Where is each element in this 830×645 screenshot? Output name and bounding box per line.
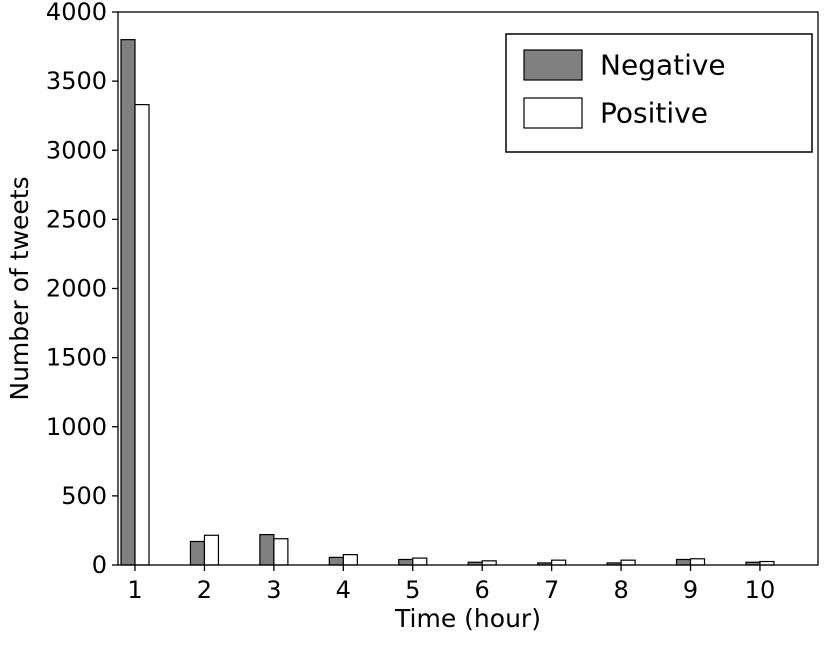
x-tick-label: 6 (475, 576, 490, 604)
bar-positive-hour-5 (412, 557, 428, 566)
x-axis-label: Time (hour) (394, 604, 541, 633)
bar-negative-hour-5 (398, 558, 414, 566)
x-tick-label: 1 (127, 576, 142, 604)
legend-swatch-negative (523, 49, 583, 81)
y-tick-label: 2500 (46, 205, 107, 233)
bar-negative-hour-3 (259, 533, 275, 566)
legend-swatch-positive (523, 97, 583, 129)
legend-label-negative: Negative (600, 49, 726, 82)
y-tick-label: 4000 (46, 0, 107, 26)
bar-positive-hour-8 (620, 559, 636, 566)
y-tick-label: 1500 (46, 344, 107, 372)
bar-positive-hour-4 (342, 554, 358, 566)
x-tick-label: 3 (266, 576, 281, 604)
bar-negative-hour-4 (328, 556, 344, 566)
legend-label-positive: Positive (600, 97, 708, 130)
bar-positive-hour-1 (134, 104, 150, 566)
y-tick-label: 500 (61, 482, 107, 510)
bar-positive-hour-3 (273, 538, 289, 566)
x-tick-label: 7 (544, 576, 559, 604)
bar-positive-hour-2 (203, 534, 220, 566)
bar-negative-hour-2 (189, 540, 206, 566)
y-tick-label: 0 (92, 551, 107, 579)
y-tick-label: 3000 (46, 136, 107, 164)
bar-negative-hour-9 (675, 558, 692, 566)
y-tick-label: 2000 (46, 275, 107, 303)
y-tick-label: 1000 (46, 413, 107, 441)
bar-positive-hour-7 (551, 559, 567, 566)
x-tick-label: 8 (613, 576, 628, 604)
y-tick-label: 3500 (46, 67, 107, 95)
y-axis-label: Number of tweets (5, 176, 34, 400)
x-tick-label: 5 (405, 576, 420, 604)
x-tick-label: 9 (683, 576, 698, 604)
x-tick-label: 4 (336, 576, 351, 604)
bar-negative-hour-1 (120, 39, 136, 566)
x-tick-label: 2 (197, 576, 212, 604)
x-tick-label: 10 (745, 576, 776, 604)
bar-positive-hour-9 (689, 558, 706, 566)
